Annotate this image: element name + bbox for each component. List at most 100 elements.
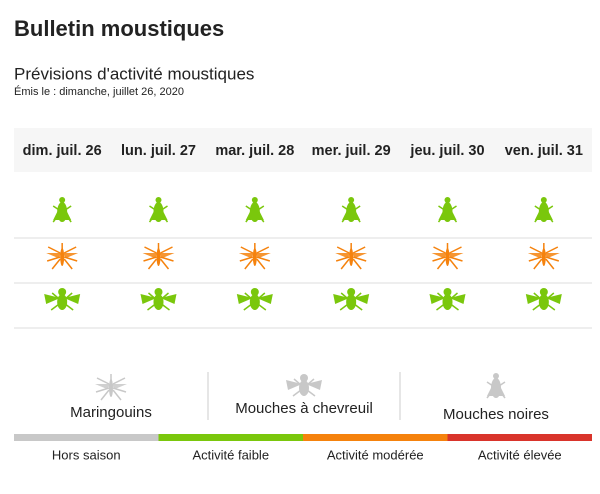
legs	[436, 292, 459, 311]
body	[538, 294, 549, 310]
body	[541, 248, 546, 266]
legs	[486, 381, 506, 399]
legs	[534, 205, 554, 223]
wings	[487, 382, 505, 396]
wings	[46, 253, 79, 258]
day-label: mar. juil. 28	[215, 143, 294, 159]
head	[444, 197, 451, 203]
head	[59, 197, 66, 203]
body	[349, 248, 354, 266]
blackfly-icon	[52, 197, 72, 223]
body	[57, 202, 68, 222]
head	[250, 288, 259, 296]
deerfly-icon	[236, 288, 273, 311]
wings	[95, 384, 127, 389]
wings	[342, 206, 361, 220]
scale-label: Activité faible	[192, 447, 269, 462]
scale-segment	[14, 434, 159, 441]
body	[153, 202, 164, 222]
legs	[437, 205, 458, 223]
head	[539, 288, 548, 296]
body	[442, 202, 453, 222]
head	[154, 288, 163, 296]
head	[540, 197, 547, 203]
legs	[52, 205, 72, 223]
wings	[534, 206, 553, 220]
deerfly-icon	[140, 288, 177, 311]
deerfly-icon	[525, 288, 562, 311]
legs	[335, 243, 367, 270]
wings	[53, 206, 72, 220]
body	[346, 294, 357, 310]
legs	[528, 243, 560, 270]
head	[443, 288, 452, 296]
mosquito-icon	[527, 243, 560, 270]
insect-label: Mouches noires	[443, 406, 549, 423]
deerfly-icon	[333, 288, 370, 311]
wings	[438, 206, 457, 220]
scale-label: Activité modérée	[327, 447, 424, 462]
mosquito-icon	[142, 243, 175, 270]
scale-label: Activité élevée	[478, 447, 562, 462]
legs	[292, 378, 316, 397]
scale-segment	[303, 434, 448, 441]
scale-segment	[447, 434, 592, 441]
head	[251, 197, 258, 203]
day-label: jeu. juil. 30	[409, 143, 484, 159]
scale-label: Hors saison	[52, 447, 121, 462]
blackfly-icon	[437, 197, 458, 223]
wings	[142, 253, 175, 258]
wings	[245, 206, 264, 220]
day-label: ven. juil. 31	[505, 143, 583, 159]
wings	[238, 253, 271, 258]
head	[155, 197, 162, 203]
wings	[149, 206, 168, 220]
issued-date: Émis le : dimanche, juillet 26, 2020	[14, 85, 184, 98]
wings	[140, 294, 177, 304]
scale-segment	[158, 434, 303, 441]
body	[249, 294, 260, 310]
wings	[286, 380, 322, 390]
wings	[527, 253, 560, 258]
body	[445, 248, 450, 266]
body	[299, 380, 309, 396]
legs	[339, 292, 363, 311]
day-label: dim. juil. 26	[23, 143, 102, 159]
legs	[50, 292, 74, 311]
wings	[44, 294, 81, 304]
legs	[532, 292, 556, 311]
subtitle: Prévisions d'activité moustiques	[14, 64, 254, 83]
mosquito-icon	[238, 243, 271, 270]
blackfly-icon	[148, 197, 169, 223]
body	[57, 294, 68, 310]
head	[347, 288, 356, 296]
mosquito-icon	[46, 243, 79, 270]
deerfly-icon	[429, 288, 466, 311]
body	[346, 202, 357, 222]
legs	[245, 205, 265, 223]
body	[442, 294, 453, 310]
insect-label: Maringouins	[70, 404, 152, 421]
insect-label: Mouches à chevreuil	[235, 400, 373, 417]
legs	[239, 243, 271, 270]
wings	[335, 253, 368, 258]
legs	[147, 292, 170, 311]
wings	[431, 253, 464, 258]
legs	[148, 205, 169, 223]
body	[491, 378, 501, 398]
blackfly-icon	[341, 197, 361, 223]
body	[538, 202, 549, 222]
legs	[95, 374, 127, 401]
body	[156, 248, 161, 266]
legs	[432, 243, 463, 270]
body	[109, 379, 113, 397]
wings	[333, 294, 370, 304]
legs	[341, 205, 361, 223]
blackfly-icon	[245, 197, 265, 223]
legs	[143, 243, 174, 270]
head	[300, 374, 308, 382]
mosquito-icon	[335, 243, 368, 270]
legs	[46, 243, 78, 270]
